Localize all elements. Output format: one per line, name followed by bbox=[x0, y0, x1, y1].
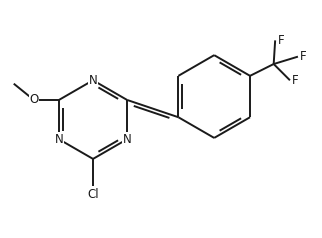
Text: F: F bbox=[291, 74, 298, 87]
Text: N: N bbox=[55, 133, 63, 146]
Text: Cl: Cl bbox=[87, 188, 99, 201]
Text: F: F bbox=[278, 34, 284, 47]
Text: N: N bbox=[89, 74, 97, 87]
Text: N: N bbox=[123, 133, 131, 146]
Text: O: O bbox=[29, 94, 38, 106]
Text: F: F bbox=[299, 50, 306, 63]
